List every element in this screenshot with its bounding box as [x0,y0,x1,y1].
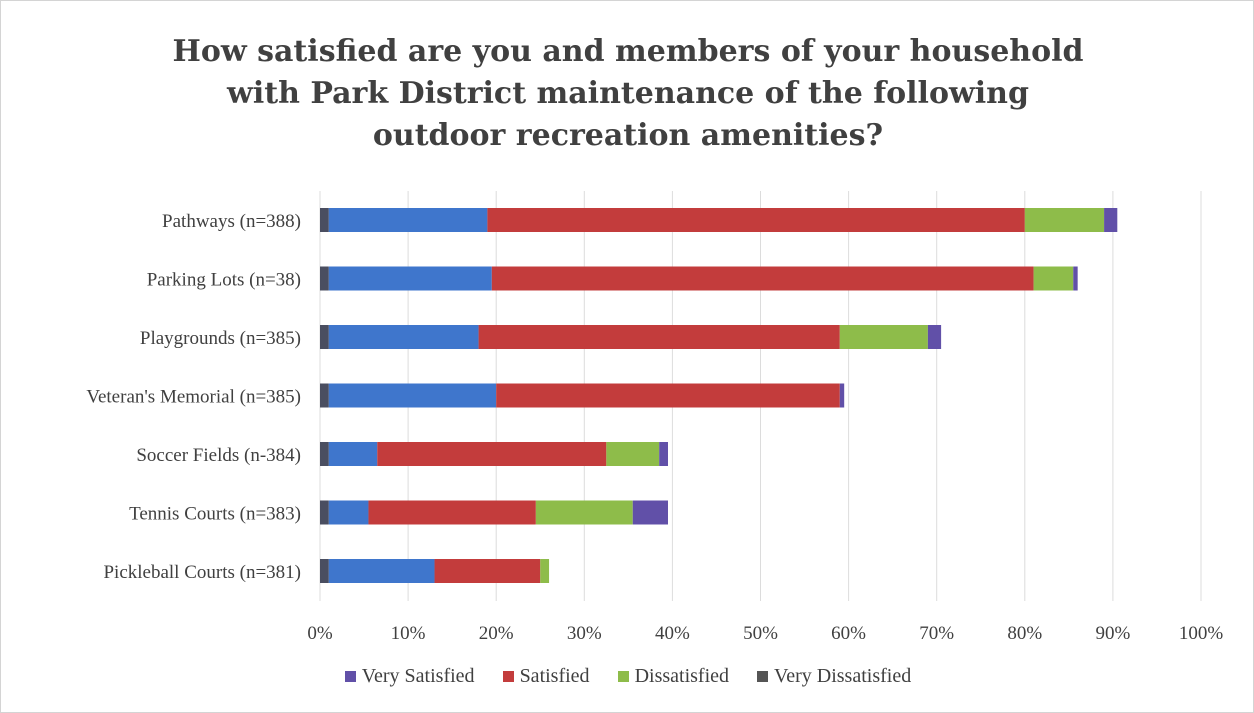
bar-segment [434,559,541,583]
bar-segment [487,208,1025,232]
bar-segment [328,325,479,349]
bar-segment [328,383,497,408]
bar-segment [328,559,435,583]
bar-segment [1104,208,1118,232]
bar-segment [328,500,369,525]
chart-legend: Very Satisfied Satisfied Dissatisfied Very … [1,665,1254,688]
bar-segment [320,442,329,466]
category-label: Veteran's Memorial (n=385) [86,387,301,408]
bar-segment [328,208,488,232]
bar-segment [1033,266,1074,291]
bar-segment [632,500,668,525]
category-label: Parking Lots (n=38) [147,270,301,291]
x-tick-label: 50% [743,623,778,644]
x-tick-label: 30% [567,623,602,644]
bar-segment [320,500,329,525]
x-tick-label: 80% [1007,623,1042,644]
x-tick-label: 100% [1179,623,1224,644]
category-label: Playgrounds (n=385) [140,328,301,349]
category-label: Soccer Fields (n-384) [136,445,301,466]
bar-segment [328,266,492,291]
x-tick-label: 0% [307,623,333,644]
legend-item: Very Satisfied [344,665,475,688]
legend-label: Very Dissatisfied [774,665,912,687]
chart-title-line-1: How satisfied are you and members of you… [172,34,1084,69]
bar-segment [320,325,329,349]
legend-swatch [617,671,629,682]
legend-label: Dissatisfied [634,665,729,687]
chart-title-line-3: outdoor recreation amenities? [372,118,884,153]
bar-segment [1073,266,1078,291]
bar-segment [320,559,329,583]
chart-title: How satisfied are you and members of you… [101,31,1155,157]
chart-title-line-2: with Park District maintenance of the fo… [227,76,1029,111]
bar-segment [491,266,1034,291]
bar-segment [927,325,942,349]
legend-swatch [344,671,356,682]
legend-item: Satisfied [502,665,590,688]
legend-label: Very Satisfied [361,665,475,687]
bar-segment [320,208,329,232]
x-tick-label: 20% [479,623,514,644]
bar-segment [377,442,607,466]
category-label: Tennis Courts (n=383) [129,504,301,525]
bar-segment [496,383,840,408]
legend-swatch [757,671,768,682]
bar-segment [839,325,928,349]
bar-segment [1024,208,1105,232]
bar-segment [535,500,633,525]
bar-segment [839,383,845,408]
x-tick-label: 70% [919,623,954,644]
bar-segment [320,383,329,408]
legend-label: Satisfied [519,665,590,687]
bar-segment [478,325,840,349]
x-tick-label: 60% [831,623,866,644]
legend-item: Dissatisfied [617,665,729,688]
category-label: Pathways (n=388) [162,211,301,232]
bar-segment [606,442,660,466]
category-label: Pickleball Courts (n=381) [103,562,301,583]
legend-item: Very Dissatisfied [757,665,911,688]
bar-segment [320,266,329,291]
x-tick-label: 10% [391,623,426,644]
x-tick-label: 40% [655,623,690,644]
bar-segment [540,559,550,583]
x-tick-label: 90% [1095,623,1130,644]
bar-segment [368,500,536,525]
bar-segment [328,442,378,466]
bar-segment [659,442,668,466]
legend-swatch [502,671,514,682]
